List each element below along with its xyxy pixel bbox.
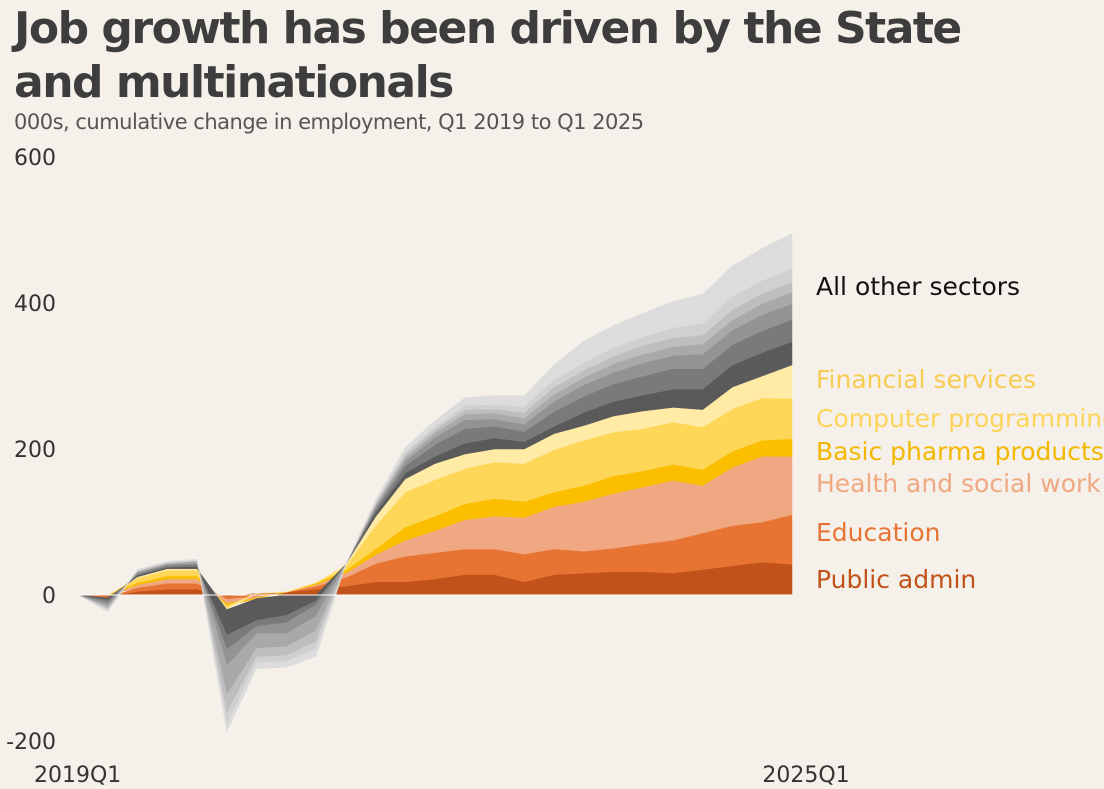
x-tick-label: 2019Q1 <box>34 763 121 788</box>
series-label-health-and-social-work: Health and social work <box>816 469 1101 498</box>
series-label-financial-services: Financial services <box>816 365 1036 394</box>
chart-subtitle: 000s, cumulative change in employment, Q… <box>14 110 644 134</box>
y-tick-label: -200 <box>6 730 56 755</box>
area-other-sector-12 <box>77 233 793 733</box>
series-label-basic-pharma-products: Basic pharma products <box>816 437 1104 466</box>
y-tick-label: 600 <box>14 146 56 171</box>
chart-title: Job growth has been driven by the State … <box>14 3 962 108</box>
x-tick-label: 2025Q1 <box>762 763 849 788</box>
series-label-education: Education <box>816 518 940 547</box>
y-tick-label: 0 <box>42 584 56 609</box>
y-tick-label: 400 <box>14 292 56 317</box>
y-tick-label: 200 <box>14 438 56 463</box>
series-label-all-other-sectors: All other sectors <box>816 272 1020 301</box>
area-financial-services <box>78 364 793 610</box>
series-label-public-admin: Public admin <box>816 565 976 594</box>
series-label-computer-programming: Computer programming <box>816 404 1104 433</box>
